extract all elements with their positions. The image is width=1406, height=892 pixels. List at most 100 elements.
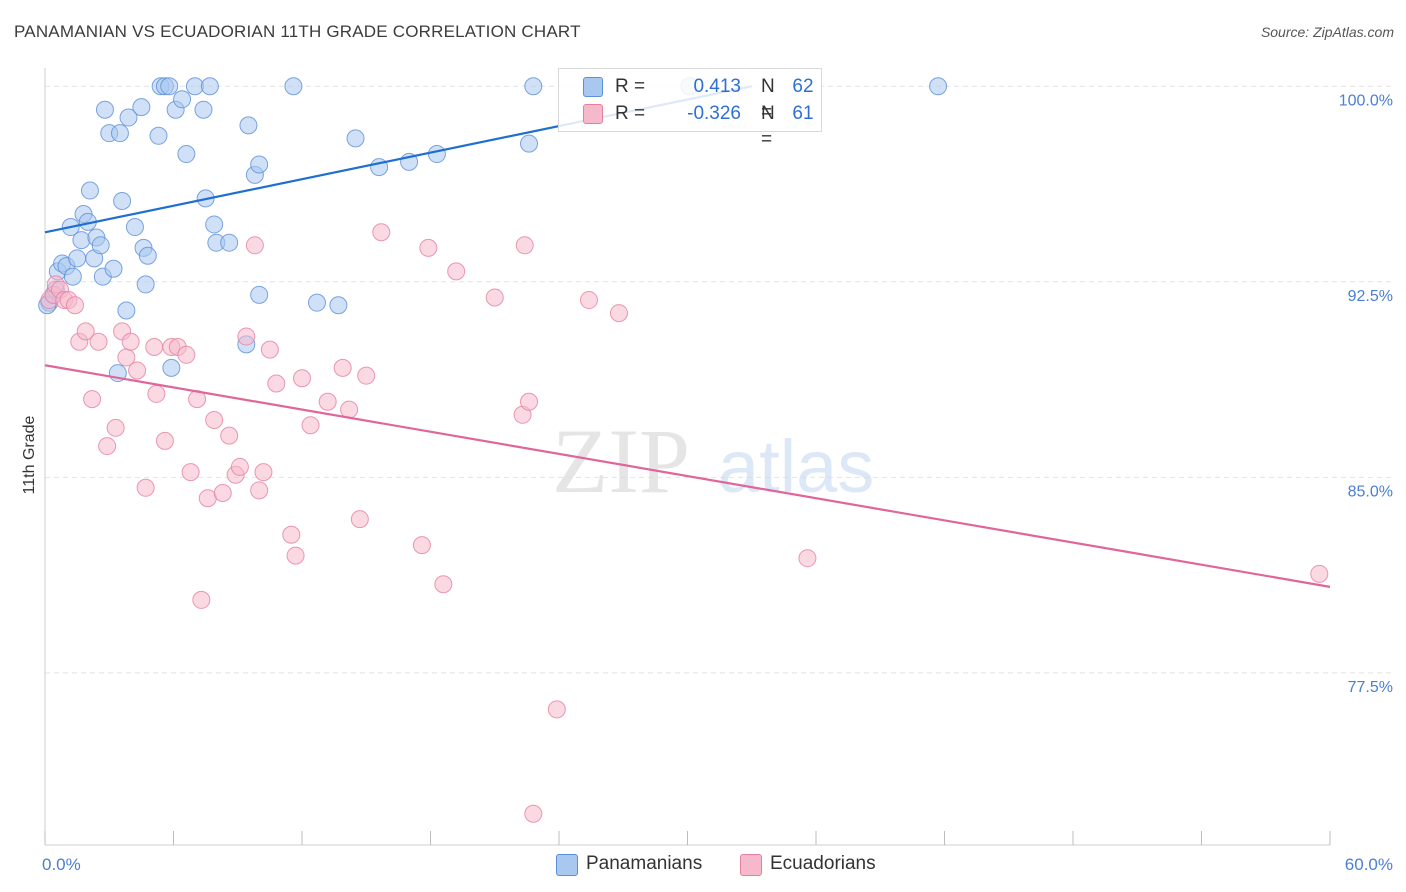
panamanian-point: [185, 77, 204, 96]
ecuadorian-point: [282, 525, 301, 544]
panamanian-point: [427, 145, 446, 164]
ecuadorian-point: [181, 463, 200, 482]
chart-title: PANAMANIAN VS ECUADORIAN 11TH GRADE CORR…: [14, 22, 581, 41]
y-tick-label: 100.0%: [1339, 92, 1393, 109]
panamanian-point: [929, 77, 948, 96]
ecuadorian-point: [609, 304, 628, 323]
legend-swatch-pink: [583, 104, 603, 124]
watermark: ZIP atlas: [552, 410, 874, 512]
ecuadorian-point: [286, 546, 305, 565]
panamanian-point: [95, 100, 114, 119]
ecuadorians-trend-line: [44, 364, 1331, 588]
panamanian-point: [119, 108, 138, 127]
ecuadorian-point: [147, 384, 166, 403]
ecuadorian-point: [237, 327, 256, 346]
x-tick-label: 0.0%: [42, 855, 81, 874]
ecuadorian-point: [65, 296, 84, 315]
ecuadorian-point: [333, 358, 352, 377]
panamanian-point: [162, 358, 181, 377]
legend-r-label: R =: [615, 76, 646, 97]
series-legend: Panamanians Ecuadorians: [0, 851, 1406, 877]
panamanian-point: [117, 301, 136, 320]
panamanian-point: [113, 191, 132, 210]
legend-n-label: N =: [761, 103, 775, 150]
correlation-legend: R = 0.413 N = 62 R = -0.326 N = 61: [558, 68, 822, 150]
ecuadorian-point: [447, 262, 466, 281]
panamanian-point: [205, 215, 224, 234]
ecuadorian-point: [254, 463, 273, 482]
panamanian-point: [177, 145, 196, 164]
chart-source: Source: ZipAtlas.com: [1260, 24, 1394, 40]
ecuadorian-point: [250, 481, 269, 500]
ecuadorian-point: [136, 478, 155, 497]
ecuadorian-point: [301, 416, 320, 435]
ecuadorian-point: [106, 418, 125, 437]
legend-swatch-blue: [583, 77, 603, 97]
x-tick-label: 60.0%: [1345, 855, 1393, 874]
y-axis-label: 11th Grade: [21, 415, 38, 494]
panamanian-point: [346, 129, 365, 148]
ecuadorian-point: [177, 345, 196, 364]
legend-n-value: 61: [792, 103, 814, 124]
panamanian-point: [173, 90, 192, 109]
panamanian-point: [110, 124, 129, 143]
panamanian-point: [132, 98, 151, 117]
axes-layer: 100.0% 92.5% 85.0% 77.5% 0.0% 60.0%: [42, 68, 1393, 874]
panamanian-point: [136, 275, 155, 294]
panamanian-point: [63, 267, 82, 286]
panamanian-point: [68, 249, 87, 268]
ecuadorian-point: [293, 369, 311, 388]
panamanian-point: [250, 285, 269, 304]
legend-label: Panamanians: [586, 853, 703, 874]
ecuadorian-point: [357, 366, 376, 385]
panamanian-point: [329, 296, 348, 315]
ecuadorian-point: [318, 392, 337, 411]
ecuadorian-point: [230, 457, 249, 476]
panamanian-point: [91, 236, 110, 255]
ecuadorian-point: [145, 337, 164, 356]
panamanian-point: [524, 77, 543, 96]
ecuadorian-point: [192, 590, 211, 609]
ecuadorian-point: [1310, 564, 1329, 583]
ecuadorian-point: [350, 510, 369, 529]
legend-r-label: R =: [615, 103, 646, 124]
ecuadorian-point: [485, 288, 504, 307]
ecuadorian-point: [89, 332, 108, 351]
legend-swatch-blue: [556, 854, 578, 876]
legend-r-value: -0.326: [687, 103, 741, 124]
ecuadorian-point: [798, 549, 817, 568]
y-tick-label: 92.5%: [1348, 288, 1393, 305]
watermark-zip: ZIP: [552, 410, 690, 512]
ecuadorian-point: [524, 804, 543, 823]
legend-n-label: N =: [761, 76, 775, 123]
ecuadorian-point: [434, 575, 453, 594]
ecuadorian-point: [260, 340, 279, 359]
panamanian-point: [200, 77, 219, 96]
ecuadorian-point: [83, 390, 102, 409]
panamanian-point: [104, 259, 123, 278]
panamanian-point: [250, 155, 269, 174]
ecuadorian-point: [98, 437, 117, 456]
legend-swatch-pink: [740, 854, 762, 876]
ecuadorian-point: [547, 700, 566, 719]
panamanian-point: [520, 134, 539, 153]
legend-label: Ecuadorians: [770, 853, 876, 874]
panamanian-point: [239, 116, 258, 135]
ecuadorian-point: [245, 236, 264, 255]
legend-n-value: 62: [792, 76, 814, 97]
ecuadorians-points: [40, 223, 1329, 823]
ecuadorian-point: [128, 361, 147, 380]
ecuadorian-point: [419, 238, 438, 257]
panamanian-point: [149, 126, 168, 145]
panamanian-point: [220, 233, 239, 252]
panamanian-point: [307, 293, 326, 312]
ecuadorian-point: [220, 426, 239, 445]
ecuadorian-point: [340, 400, 359, 419]
ecuadorian-point: [198, 489, 217, 508]
panamanian-point: [138, 246, 157, 265]
ecuadorian-point: [121, 332, 140, 351]
ecuadorian-point: [213, 484, 232, 503]
y-tick-label: 77.5%: [1348, 679, 1393, 696]
panamanian-point: [80, 181, 99, 200]
